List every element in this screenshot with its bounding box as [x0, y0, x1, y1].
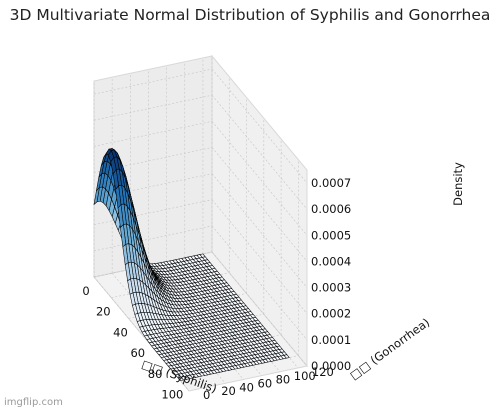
y-tick-label: 0 — [203, 388, 210, 402]
x-tick-label: 100 — [161, 388, 183, 402]
watermark: imgflip.com — [4, 397, 63, 408]
z-tick-label: 0.0006 — [311, 202, 351, 216]
z-tick-label: 0.0000 — [311, 359, 351, 373]
surface-patch — [177, 376, 184, 381]
z-tick-label: 0.0007 — [311, 176, 351, 190]
z-tick-label: 0.0005 — [311, 228, 351, 242]
y-tick-label: 120 — [312, 365, 334, 379]
z-gridline — [93, 225, 213, 252]
z-gridline — [211, 173, 308, 288]
z-gridline — [211, 68, 308, 184]
y-gridline — [93, 276, 190, 392]
z-gridline — [211, 147, 308, 262]
z-gridline — [93, 68, 213, 95]
x-tick-label: 40 — [113, 326, 128, 340]
z-axis-label: Density — [451, 162, 465, 206]
z-tick-label: 0.0001 — [311, 333, 351, 347]
z-gridline — [93, 121, 213, 147]
y-tick-label: 80 — [276, 373, 291, 387]
x-tick-label: 80 — [148, 367, 163, 381]
z-gridline — [211, 225, 308, 341]
z-tick-label: 0.0004 — [311, 255, 351, 269]
y-tick-label: 60 — [258, 377, 273, 391]
density-surface — [93, 148, 290, 381]
x-tick-label: 20 — [96, 305, 111, 319]
y-axis-label: □□ (Gonorrhea) — [347, 315, 432, 382]
z-gridline — [211, 199, 308, 314]
z-gridline — [211, 121, 308, 236]
y-gridline — [111, 272, 208, 388]
y-tick-label: 100 — [294, 369, 316, 383]
z-gridline — [93, 94, 213, 121]
z-gridline — [211, 251, 308, 367]
x-tick-label: 0 — [82, 284, 89, 298]
z-tick-label: 0.0003 — [311, 281, 351, 295]
y-tick-label: 40 — [239, 380, 254, 394]
y-tick-label: 20 — [221, 384, 236, 398]
x-tick-label: 60 — [130, 346, 145, 360]
z-tick-label: 0.0002 — [311, 307, 351, 321]
z-gridline — [211, 95, 308, 210]
z-axis-ticks: 0.0000 0.0001 0.0002 0.0003 0.0004 0.0005 0.00… — [311, 176, 351, 373]
chart-title: 3D Multivariate Normal Distribution of S… — [9, 6, 491, 24]
